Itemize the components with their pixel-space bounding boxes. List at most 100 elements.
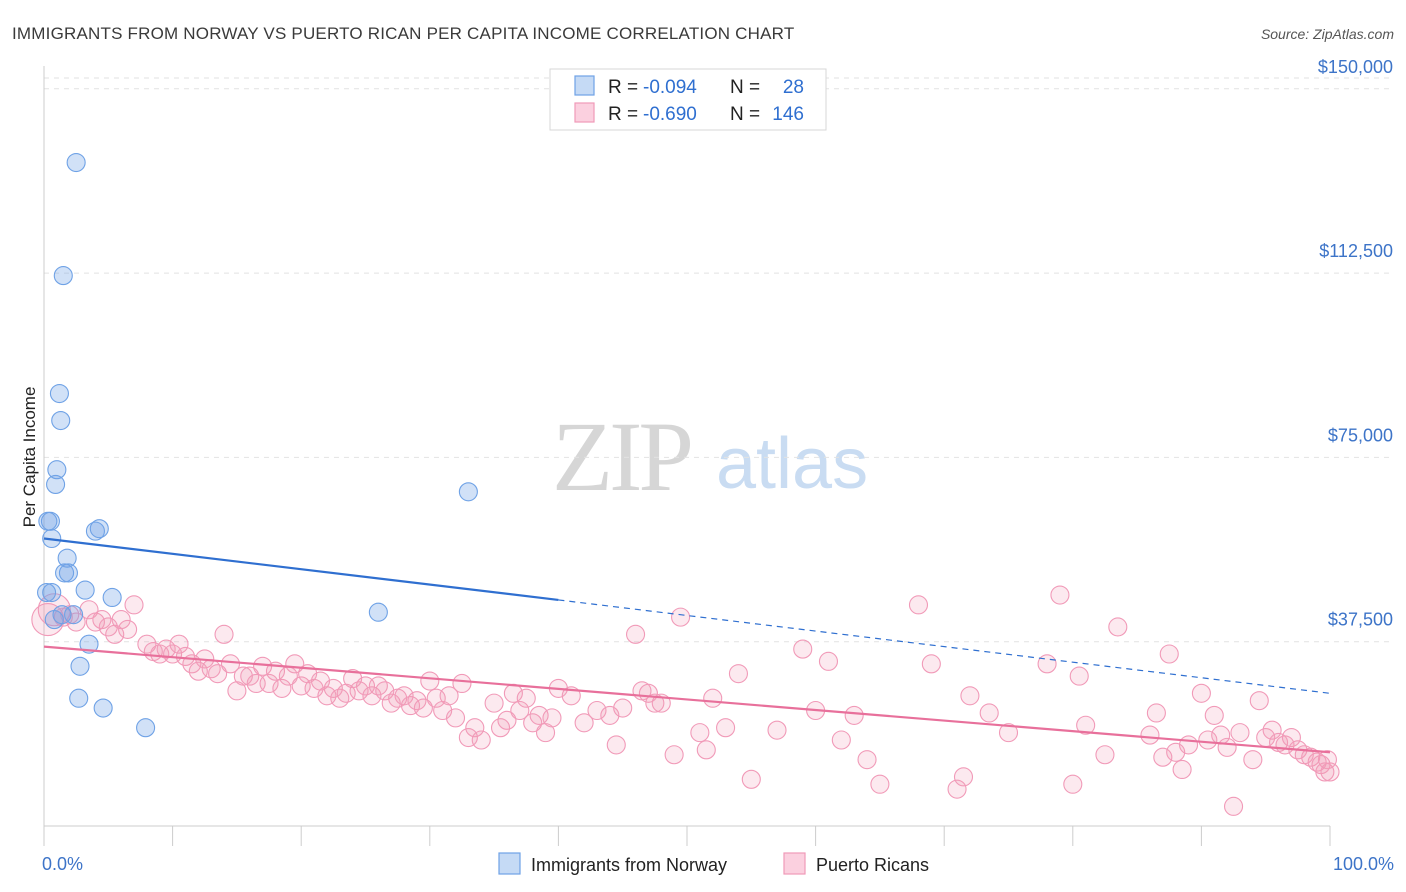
y-tick-label: $75,000 xyxy=(1328,425,1393,445)
norway-point xyxy=(79,634,99,654)
puerto-point xyxy=(1159,644,1179,664)
stats-legend-box xyxy=(549,68,827,131)
puerto-point xyxy=(1301,747,1321,767)
puerto-point xyxy=(1204,705,1224,725)
norway-point xyxy=(57,548,77,568)
norway-point xyxy=(47,460,67,480)
puerto-point xyxy=(857,750,877,770)
puerto-point xyxy=(587,700,607,721)
puerto-point xyxy=(793,639,813,659)
puerto-point xyxy=(1198,730,1218,750)
stats-legend-n-value-norway: 28 xyxy=(783,77,804,98)
puerto-point xyxy=(690,723,710,743)
puerto-point xyxy=(767,720,787,740)
norway-point xyxy=(66,152,86,173)
stats-legend-r-label-puerto: R = xyxy=(608,104,638,125)
norway-point xyxy=(58,563,78,583)
puerto-point xyxy=(323,678,343,698)
puerto-point xyxy=(613,698,633,718)
puerto-point xyxy=(1108,617,1128,637)
norway-point xyxy=(102,587,122,608)
norway-point xyxy=(458,482,478,502)
puerto-point xyxy=(1076,715,1096,735)
norway-point xyxy=(136,718,156,738)
puerto-point xyxy=(606,735,626,755)
watermark-zip: ZIP xyxy=(552,401,690,512)
puerto-point xyxy=(79,600,99,620)
puerto-point xyxy=(844,705,864,725)
puerto-point xyxy=(1172,759,1192,780)
puerto-point xyxy=(870,774,890,794)
puerto-point xyxy=(664,745,684,765)
puerto-point xyxy=(716,718,736,738)
source-label: Source: ZipAtlas.com xyxy=(1261,26,1394,42)
norway-point xyxy=(37,583,57,603)
y-tick-label: $37,500 xyxy=(1328,610,1393,630)
puerto-point xyxy=(1050,585,1070,605)
puerto-point xyxy=(118,619,138,639)
norway-point xyxy=(368,602,388,622)
puerto-point xyxy=(998,723,1019,743)
stats-legend-n-label-norway: N = xyxy=(730,77,760,98)
puerto-point xyxy=(645,693,665,713)
puerto-point xyxy=(1243,750,1263,770)
puerto-point xyxy=(1191,683,1211,703)
chart-title: IMMIGRANTS FROM NORWAY VS PUERTO RICAN P… xyxy=(12,24,794,43)
puerto-point xyxy=(953,767,974,787)
puerto-point xyxy=(1140,725,1160,745)
norway-point xyxy=(51,410,71,431)
norway-point xyxy=(44,610,64,630)
puerto-point xyxy=(439,686,459,706)
puerto-point xyxy=(420,671,440,691)
puerto-point xyxy=(220,654,241,674)
stats-legend-r-value-norway: -0.094 xyxy=(643,77,697,98)
legend-swatch-puerto xyxy=(783,852,806,875)
norway-point xyxy=(75,580,95,600)
puerto-point xyxy=(696,740,716,760)
puerto-point xyxy=(156,639,176,659)
puerto-point xyxy=(362,686,382,706)
norway-trend-line-dashed xyxy=(558,599,1331,694)
puerto-point xyxy=(671,607,691,627)
stats-legend: R = -0.094 N = 28 R = -0.690 N = 146 xyxy=(549,68,827,131)
puerto-point xyxy=(272,678,292,698)
puerto-point xyxy=(960,686,980,706)
plot-area: $37,500 $75,000 $112,500 $150,000 xyxy=(31,57,1394,846)
puerto-point xyxy=(259,673,279,694)
norway-point xyxy=(89,519,109,539)
puerto-point xyxy=(349,681,369,701)
norway-point xyxy=(64,605,84,625)
norway-point xyxy=(93,698,113,718)
puerto-point xyxy=(1281,727,1301,748)
puerto-point xyxy=(394,686,414,706)
norway-point xyxy=(46,474,66,494)
puerto-point xyxy=(1146,703,1166,723)
puerto-point xyxy=(1095,745,1115,765)
puerto-point xyxy=(484,693,504,713)
puerto-point xyxy=(908,595,929,615)
puerto-point xyxy=(1249,691,1269,711)
puerto-point xyxy=(510,700,530,721)
norway-point xyxy=(49,383,69,404)
puerto-point xyxy=(1262,720,1282,740)
puerto-point xyxy=(1217,737,1237,757)
puerto-point xyxy=(516,688,536,708)
puerto-point xyxy=(542,708,562,728)
puerto-point xyxy=(368,676,388,696)
puerto-point xyxy=(818,651,839,671)
puerto-point xyxy=(741,769,761,789)
puerto-point xyxy=(1069,666,1089,686)
puerto-point xyxy=(921,654,941,674)
puerto-point xyxy=(137,634,157,654)
norway-point xyxy=(70,656,90,676)
norway-point xyxy=(53,266,73,286)
y-tick-label: $112,500 xyxy=(1319,241,1393,261)
puerto-point xyxy=(638,683,658,703)
puerto-point xyxy=(497,710,517,730)
stats-legend-swatch-puerto xyxy=(574,102,595,123)
puerto-point xyxy=(523,713,543,733)
legend-label-norway: Immigrants from Norway xyxy=(531,855,727,875)
puerto-point xyxy=(214,624,234,644)
puerto-point xyxy=(1230,723,1250,743)
puerto-point xyxy=(413,698,433,718)
